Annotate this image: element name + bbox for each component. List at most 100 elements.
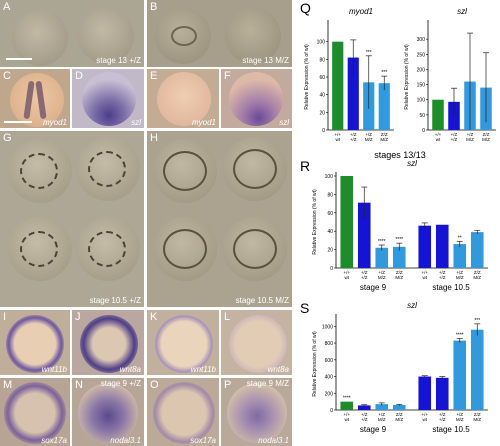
y-axis-label: Relative Expression (% of wt) — [404, 44, 410, 110]
stage-caption: stage 9 +/Z — [100, 379, 141, 388]
gene-caption: myod1 — [42, 118, 67, 127]
panel-label-o: O — [150, 379, 159, 391]
bar — [432, 99, 444, 130]
y-tick-label: 40 — [327, 229, 333, 235]
x-tick-label: +/Z — [361, 417, 368, 422]
panel-n: N stage 9 +/Z nodal3.1 — [72, 378, 144, 446]
x-tick-label: +/Z — [361, 270, 368, 275]
x-tick-label: wt — [436, 137, 441, 142]
panel-h: H stage 10.5 M/Z — [147, 131, 292, 307]
gene-caption: wnt8a — [119, 365, 141, 374]
chart-q-szl: szl Relative Expression (% of wt) 0 50 100 15… — [404, 7, 496, 142]
panel-a: A stage 13 +/Z — [0, 0, 144, 67]
bar — [357, 405, 371, 410]
panel-label-p: P — [224, 379, 232, 391]
panel-p: P stage 9 M/Z nodal3.1 — [221, 378, 292, 446]
x-tick-label: wt — [345, 275, 350, 280]
scale-bar — [6, 58, 32, 60]
y-tick-label: 0 — [322, 128, 325, 134]
gene-caption: wnt8a — [267, 365, 289, 374]
panel-label-c: C — [3, 70, 11, 82]
x-tick-label: M/Z — [365, 137, 373, 142]
significance-mark: *** — [381, 70, 387, 76]
bar — [470, 329, 484, 410]
panel-o: O sox17a — [147, 378, 219, 446]
y-axis-label: Relative Expression (% of wt) — [304, 44, 310, 110]
panel-label-m: M — [3, 379, 13, 391]
chart-title: szl — [457, 7, 467, 16]
embryo — [227, 383, 287, 443]
embryo — [225, 8, 281, 64]
x-tick-label: +/Z — [378, 412, 385, 417]
group-label: stage 10.5 — [432, 283, 470, 292]
scale-bar — [4, 121, 32, 123]
significance-mark: *** — [366, 50, 372, 56]
chart-s-szl: szl Relative Expression (% of wt) 0 200 400 6… — [312, 301, 488, 434]
bar — [375, 404, 389, 410]
x-tick-label: Z/Z — [474, 270, 481, 275]
x-tick-label: +/Z — [361, 275, 368, 280]
blastopore-ring — [163, 229, 207, 269]
embryo — [78, 383, 138, 443]
x-tick-label: +/Z — [350, 132, 357, 137]
y-axis-label: Relative Expression (% of wt) — [312, 189, 318, 255]
embryo — [229, 72, 283, 126]
y-tick-label: 100 — [325, 174, 334, 180]
x-tick-label: M/Z — [395, 417, 403, 422]
stage-caption: stage 10.5 +/Z — [89, 296, 141, 305]
gene-caption: wnt11b — [41, 365, 67, 374]
x-tick-label: +/+ — [421, 270, 428, 275]
bar — [375, 247, 389, 268]
panel-label-j: J — [75, 311, 81, 323]
y-tick-label: 0 — [330, 408, 333, 414]
x-tick-label: +/+ — [421, 412, 428, 417]
y-tick-label: 0 — [330, 266, 333, 272]
panel-label-g: G — [3, 132, 12, 144]
panel-m: M sox17a — [0, 378, 70, 446]
bar — [418, 225, 432, 268]
panel-c: C myod1 — [0, 69, 70, 128]
embryo — [229, 315, 287, 373]
x-tick-label: M/Z — [378, 417, 386, 422]
panel-label-r: R — [300, 158, 311, 174]
y-tick-label: 200 — [417, 67, 426, 73]
x-tick-label: +/+ — [343, 270, 350, 275]
y-tick-label: 100 — [417, 98, 426, 104]
y-tick-label: 60 — [327, 211, 333, 217]
gene-caption: sox17a — [190, 436, 216, 445]
x-tick-label: +/+ — [334, 132, 341, 137]
embryo — [12, 10, 68, 66]
significance-mark: ** — [458, 235, 462, 241]
bar — [470, 232, 484, 268]
x-tick-label: +/Z — [439, 270, 446, 275]
group-label: stage 9 — [360, 425, 387, 434]
x-tick-label: +/Z — [439, 275, 446, 280]
bar — [418, 376, 432, 410]
bar — [340, 401, 354, 410]
y-tick-label: 600 — [325, 358, 334, 364]
q-xlabel: stages 13/13 — [374, 150, 426, 160]
x-tick-label: +/+ — [435, 132, 442, 137]
embryo — [6, 315, 64, 373]
y-tick-label: 80 — [327, 192, 333, 198]
gene-caption: szl — [279, 118, 289, 127]
x-tick-label: +/Z — [467, 132, 474, 137]
x-tick-label: +/Z — [456, 270, 463, 275]
x-tick-label: M/Z — [473, 417, 481, 422]
y-axis-label: Relative Expression (% of wt) — [312, 331, 318, 397]
y-tick-label: 200 — [325, 391, 334, 397]
stage-caption: stage 9 M/Z — [246, 379, 289, 388]
panel-label-k: K — [150, 311, 158, 323]
x-tick-label: Z/Z — [474, 412, 481, 417]
gene-caption: szl — [131, 118, 141, 127]
group-label: stage 9 — [360, 283, 387, 292]
blastopore-ring — [233, 229, 277, 269]
x-tick-label: Z/Z — [396, 412, 403, 417]
y-tick-label: 80 — [319, 57, 325, 63]
chart-title: szl — [407, 159, 417, 168]
x-tick-label: +/Z — [439, 417, 446, 422]
x-tick-label: wt — [423, 417, 428, 422]
significance-mark: **** — [395, 237, 403, 243]
bar — [392, 404, 406, 410]
significance-mark: *** — [474, 318, 480, 324]
